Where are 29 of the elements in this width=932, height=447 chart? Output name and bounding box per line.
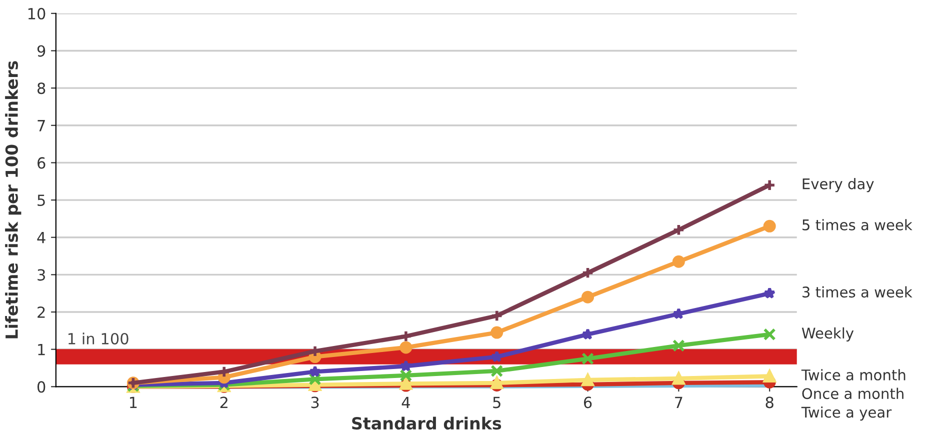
y-tick-label: 3 xyxy=(38,269,45,281)
x-axis-title: Standard drinks xyxy=(352,416,502,430)
series-label: Twice a month xyxy=(801,369,906,380)
ref-line-label: 1 in 100 xyxy=(68,332,128,345)
text: Twice a year xyxy=(801,406,892,421)
x-tick-label: 6 xyxy=(584,396,592,408)
y-tick-label: 10 xyxy=(28,8,46,20)
series-label: Weekly xyxy=(802,327,854,342)
y-tick-label: 5 xyxy=(38,194,45,206)
y-tick-label: 2 xyxy=(38,306,45,318)
series-label: 3 times a week xyxy=(802,286,912,298)
series-label: Once a month xyxy=(802,388,904,400)
series-label: Every day xyxy=(802,178,874,192)
x-tick-label: 1 xyxy=(130,396,137,408)
x-tick-label: 7 xyxy=(675,396,682,408)
x-tick-label: 5 xyxy=(493,396,500,408)
y-tick-label: 0 xyxy=(37,381,46,393)
x-tick-label: 4 xyxy=(402,396,410,408)
y-tick-label: 1 xyxy=(38,344,45,356)
y-tick-label: 9 xyxy=(37,45,46,57)
x-tick-label: 2 xyxy=(220,396,228,408)
x-tick-label: 3 xyxy=(311,396,319,408)
series-label: 5 times a week xyxy=(802,219,912,230)
y-tick-label: 7 xyxy=(38,120,45,132)
y-tick-label: 6 xyxy=(38,157,46,169)
y-tick-label: 4 xyxy=(37,232,46,244)
y-axis-title: Lifetime risk per 100 drinkers xyxy=(5,61,22,338)
y-tick-label: 8 xyxy=(38,82,46,94)
x-tick-label: 8 xyxy=(766,396,774,408)
